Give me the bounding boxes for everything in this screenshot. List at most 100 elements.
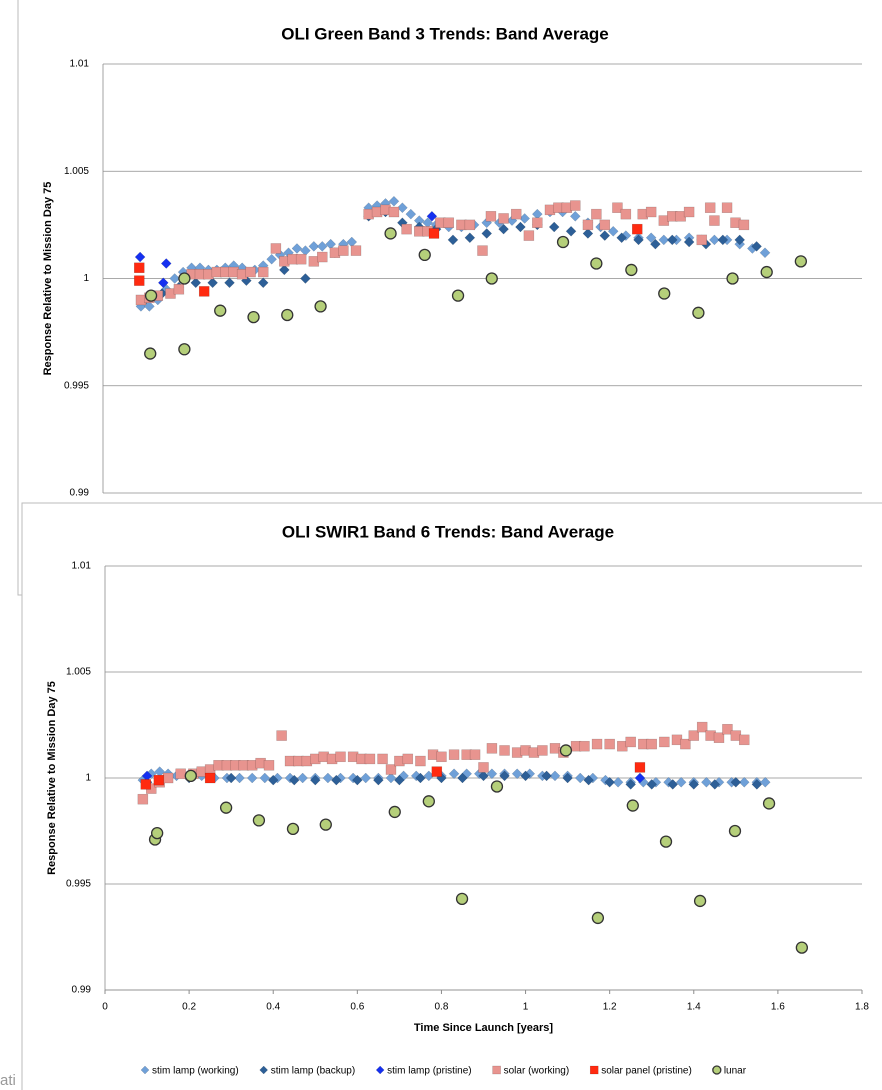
square-marker bbox=[154, 775, 164, 785]
circle-marker bbox=[215, 305, 226, 316]
y-tick-label: 0.995 bbox=[64, 380, 89, 391]
square-marker bbox=[709, 216, 719, 226]
square-marker bbox=[317, 252, 327, 262]
square-marker bbox=[470, 750, 480, 760]
circle-marker bbox=[453, 290, 464, 301]
circle-marker bbox=[145, 348, 156, 359]
background-text: ati bbox=[0, 1072, 16, 1089]
square-marker bbox=[591, 209, 601, 219]
circle-marker bbox=[591, 258, 602, 269]
square-marker bbox=[486, 211, 496, 221]
square-marker bbox=[402, 224, 412, 234]
circle-marker bbox=[320, 819, 331, 830]
legend-label: solar (working) bbox=[504, 1066, 570, 1077]
circle-marker bbox=[764, 798, 775, 809]
square-marker bbox=[478, 246, 488, 256]
square-marker bbox=[570, 201, 580, 211]
square-marker bbox=[537, 745, 547, 755]
circle-marker bbox=[179, 273, 190, 284]
circle-marker bbox=[713, 1066, 721, 1074]
square-marker bbox=[647, 739, 657, 749]
square-marker bbox=[487, 743, 497, 753]
square-marker bbox=[264, 760, 274, 770]
square-marker bbox=[583, 220, 593, 230]
square-marker bbox=[632, 224, 642, 234]
y-tick-label: 1.01 bbox=[72, 561, 92, 572]
square-marker bbox=[432, 767, 442, 777]
circle-marker bbox=[248, 312, 259, 323]
square-marker bbox=[378, 754, 388, 764]
square-marker bbox=[389, 207, 399, 217]
square-marker bbox=[176, 769, 186, 779]
circle-marker bbox=[661, 836, 672, 847]
chart-title: OLI Green Band 3 Trends: Band Average bbox=[281, 24, 609, 43]
legend-label: solar panel (pristine) bbox=[601, 1066, 692, 1077]
square-marker bbox=[444, 218, 454, 228]
y-tick-label: 1.005 bbox=[64, 166, 89, 177]
square-marker bbox=[739, 220, 749, 230]
circle-marker bbox=[221, 802, 232, 813]
legend-label: lunar bbox=[724, 1066, 747, 1077]
circle-marker bbox=[761, 267, 772, 278]
square-marker bbox=[684, 207, 694, 217]
square-marker bbox=[600, 220, 610, 230]
x-axis-label: Time Since Launch [years] bbox=[414, 1022, 554, 1034]
x-tick-label: 1.4 bbox=[687, 1002, 701, 1013]
y-tick-label: 0.995 bbox=[66, 879, 91, 890]
square-marker bbox=[336, 752, 346, 762]
square-marker bbox=[351, 246, 361, 256]
circle-marker bbox=[152, 828, 163, 839]
square-marker bbox=[465, 220, 475, 230]
square-marker bbox=[479, 762, 489, 772]
circle-marker bbox=[419, 249, 430, 260]
square-marker bbox=[646, 207, 656, 217]
square-marker bbox=[134, 263, 144, 273]
circle-marker bbox=[627, 800, 638, 811]
square-marker bbox=[138, 794, 148, 804]
square-marker bbox=[705, 203, 715, 213]
square-marker bbox=[141, 779, 151, 789]
circle-marker bbox=[491, 781, 502, 792]
y-axis-label: Response Relative to Mission Day 75 bbox=[42, 182, 54, 376]
square-marker bbox=[493, 1066, 501, 1074]
x-tick-label: 0.2 bbox=[182, 1002, 196, 1013]
circle-marker bbox=[727, 273, 738, 284]
circle-marker bbox=[185, 770, 196, 781]
square-marker bbox=[739, 735, 749, 745]
circle-marker bbox=[423, 796, 434, 807]
circle-marker bbox=[457, 893, 468, 904]
panel-frame bbox=[22, 503, 882, 1090]
x-tick-label: 1.2 bbox=[603, 1002, 617, 1013]
square-marker bbox=[532, 218, 542, 228]
square-marker bbox=[579, 741, 589, 751]
square-marker bbox=[722, 203, 732, 213]
square-marker bbox=[271, 243, 281, 253]
circle-marker bbox=[282, 309, 293, 320]
square-marker bbox=[524, 231, 534, 241]
square-marker bbox=[659, 737, 669, 747]
x-tick-label: 1.6 bbox=[771, 1002, 785, 1013]
square-marker bbox=[449, 750, 459, 760]
square-marker bbox=[499, 213, 509, 223]
square-marker bbox=[511, 209, 521, 219]
square-marker bbox=[429, 228, 439, 238]
circle-marker bbox=[729, 826, 740, 837]
circle-marker bbox=[558, 237, 569, 248]
square-marker bbox=[590, 1066, 598, 1074]
circle-marker bbox=[626, 264, 637, 275]
square-marker bbox=[415, 756, 425, 766]
y-tick-label: 0.99 bbox=[72, 985, 92, 996]
legend-label: stim lamp (working) bbox=[152, 1066, 239, 1077]
square-marker bbox=[338, 246, 348, 256]
circle-marker bbox=[659, 288, 670, 299]
square-marker bbox=[500, 745, 510, 755]
x-tick-label: 0 bbox=[102, 1002, 108, 1013]
circle-marker bbox=[796, 942, 807, 953]
circle-marker bbox=[179, 344, 190, 355]
square-marker bbox=[258, 267, 268, 277]
y-tick-label: 1.005 bbox=[66, 667, 91, 678]
circle-marker bbox=[287, 823, 298, 834]
y-tick-label: 0.99 bbox=[70, 488, 90, 499]
circle-marker bbox=[695, 895, 706, 906]
x-tick-label: 0.8 bbox=[434, 1002, 448, 1013]
